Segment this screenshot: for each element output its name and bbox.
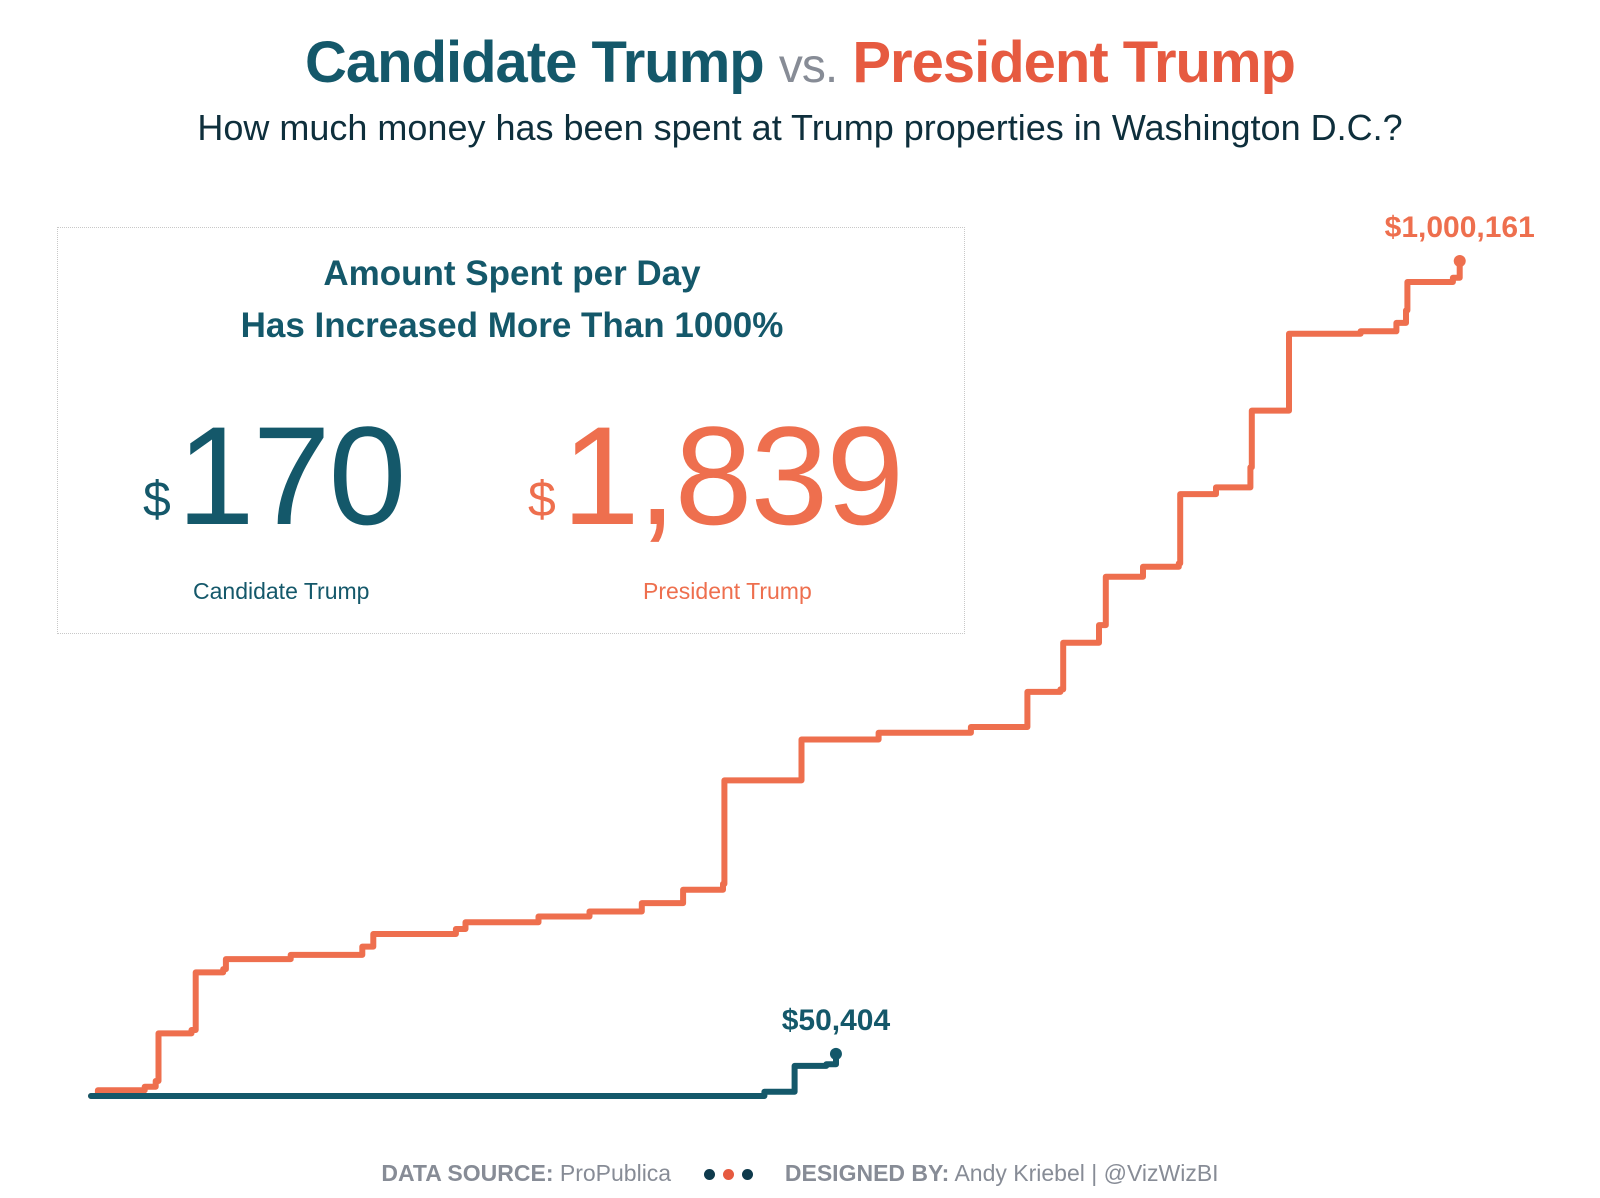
kpi-box: Amount Spent per Day Has Increased More … [57,227,965,634]
footer: DATA SOURCE: ProPublica DESIGNED BY: And… [0,1160,1600,1187]
footer-dot-2 [722,1169,734,1181]
title-president: President Trump [852,30,1296,95]
footer-dot-3 [741,1169,753,1181]
series-line-president-trump [88,258,1463,1099]
footer-source-value: ProPublica [559,1160,672,1186]
title-vs: vs. [778,40,838,93]
kpi-president-value: 1,839 [561,397,904,554]
kpi-candidate: $ 170 [143,396,407,554]
footer-designed-label: DESIGNED BY: [784,1160,950,1186]
end-label-candidate-trump: $50,404 [782,1004,891,1037]
kpi-heading-line2: Has Increased More Than 1000% [240,306,784,345]
footer-dot-1 [703,1169,715,1181]
end-label-president-trump: $1,000,161 [1385,211,1535,244]
kpi-president: $ 1,839 [528,396,904,554]
end-point-candidate-trump [829,1047,842,1060]
chart-subtitle: How much money has been spent at Trump p… [197,107,1403,148]
series-line-candidate-trump [88,1050,839,1099]
kpi-candidate-label: Candidate Trump [193,578,370,604]
kpi-candidate-value: 170 [176,397,407,554]
footer-dots [700,1160,763,1186]
chart-title: Candidate Trump vs. President Trump [0,28,1600,102]
kpi-president-label: President Trump [643,578,812,604]
kpi-heading: Amount Spent per Day Has Increased More … [58,248,966,352]
kpi-president-currency: $ [528,471,556,527]
footer-source-label: DATA SOURCE: [381,1160,554,1186]
end-point-president-trump [1453,255,1466,267]
kpi-heading-line1: Amount Spent per Day [323,254,701,293]
kpi-candidate-currency: $ [143,471,171,527]
footer-designed-value: Andy Kriebel | @VizWizBI [954,1160,1219,1186]
title-candidate: Candidate Trump [305,30,765,95]
